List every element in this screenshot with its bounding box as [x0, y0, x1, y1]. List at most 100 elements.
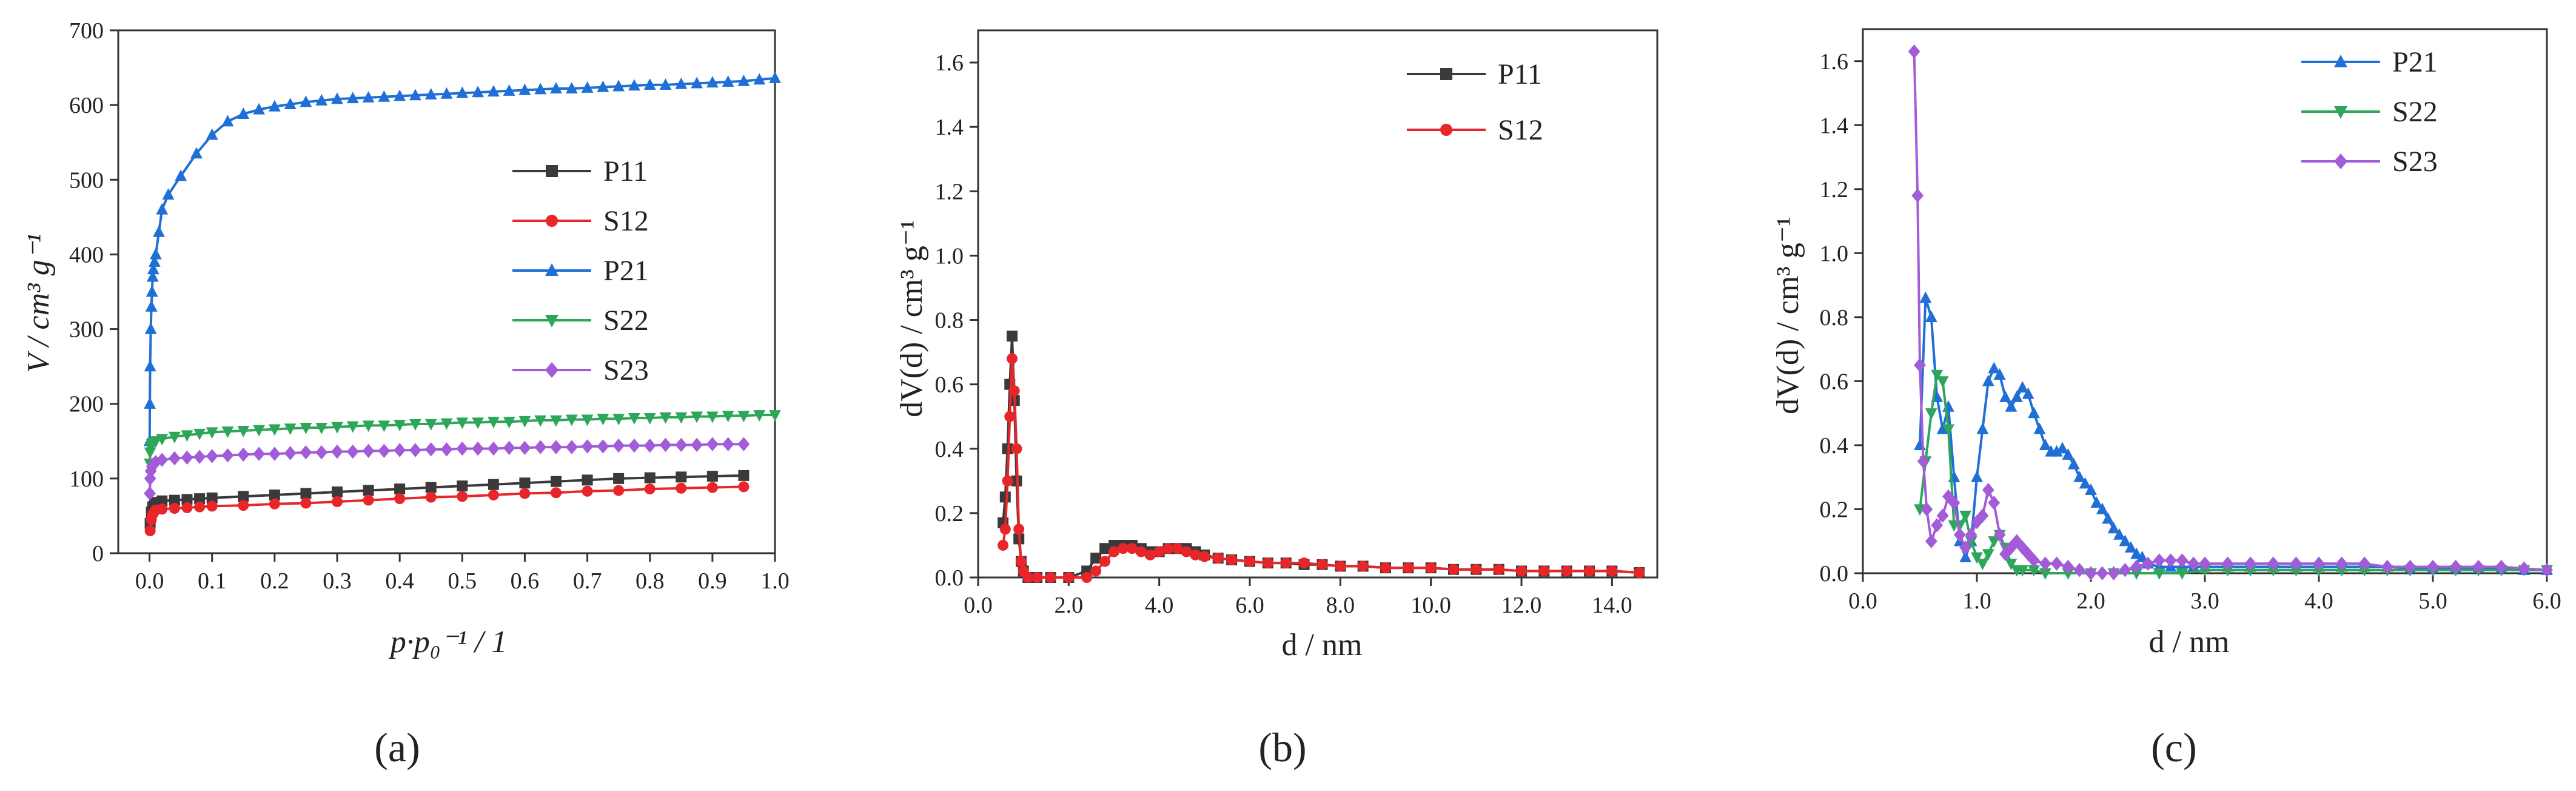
- data-point: [581, 81, 594, 93]
- data-point: [409, 443, 421, 457]
- data-point: [472, 86, 484, 98]
- legend-label-p11: P11: [1498, 58, 1542, 90]
- data-point: [1063, 572, 1075, 583]
- x-tick-label: 1.0: [1962, 588, 1991, 614]
- y-tick-label: 1.2: [1820, 177, 1849, 203]
- data-point: [1965, 527, 1977, 542]
- series-line-p21: [1919, 297, 2547, 571]
- data-point: [156, 434, 169, 446]
- legend-marker: [545, 263, 558, 276]
- data-point: [1914, 358, 1926, 372]
- data-point: [488, 489, 499, 500]
- data-point: [2050, 445, 2063, 457]
- data-point: [999, 523, 1011, 535]
- y-tick-label: 400: [69, 242, 104, 268]
- data-point: [2005, 540, 2018, 555]
- data-point: [2404, 559, 2417, 574]
- data-point: [534, 440, 547, 454]
- data-point: [1959, 510, 1972, 522]
- data-point: [2056, 442, 2068, 454]
- data-point: [472, 417, 484, 429]
- data-point: [582, 474, 593, 486]
- data-point: [737, 411, 750, 423]
- data-point: [706, 482, 718, 493]
- data-point: [1988, 362, 2001, 374]
- data-point: [2187, 556, 2200, 571]
- data-point: [691, 411, 703, 423]
- data-point: [643, 78, 656, 90]
- data-point: [206, 492, 218, 503]
- x-tick-label: 2.0: [1055, 593, 1084, 618]
- data-point: [2267, 565, 2279, 577]
- series-s12: [144, 481, 750, 537]
- y-tick-label: 1.6: [1820, 49, 1849, 75]
- data-point: [2028, 553, 2040, 568]
- data-point: [193, 449, 206, 464]
- x-tick-label: 10.0: [1410, 593, 1451, 618]
- data-point: [300, 445, 312, 460]
- x-tick-label: 0.4: [385, 568, 414, 594]
- data-point: [1199, 551, 1210, 562]
- data-point: [145, 300, 158, 312]
- data-point: [2199, 556, 2211, 571]
- data-point: [1493, 564, 1504, 575]
- data-point: [1031, 572, 1043, 583]
- panel-a-y-axis-label: V / cm³ g⁻¹: [21, 234, 56, 373]
- legend-label-s23: S23: [2392, 146, 2438, 178]
- data-point: [2039, 556, 2051, 571]
- data-point: [237, 107, 250, 119]
- y-tick-label: 200: [69, 392, 104, 417]
- data-point: [153, 225, 165, 237]
- data-point: [1925, 408, 1937, 420]
- data-point: [722, 437, 734, 451]
- data-point: [1976, 508, 1989, 523]
- data-point: [362, 91, 375, 103]
- panel-a-x-axis-label: p·p₀⁻¹ / 1: [388, 625, 508, 659]
- legend-marker: [2334, 55, 2347, 67]
- data-point: [409, 89, 421, 101]
- data-point: [628, 413, 640, 425]
- data-point: [1317, 559, 1328, 570]
- data-point: [1013, 523, 1025, 535]
- data-point: [613, 485, 625, 496]
- series-line-p21: [148, 76, 776, 442]
- legend-marker: [545, 315, 558, 328]
- x-tick-label: 0.9: [698, 568, 727, 594]
- data-point: [1172, 543, 1183, 554]
- data-point: [1959, 550, 1972, 562]
- x-tick-label: 0.0: [964, 593, 993, 618]
- data-point: [394, 493, 406, 505]
- data-point: [2136, 550, 2148, 562]
- data-point: [2541, 563, 2553, 577]
- data-point: [2313, 556, 2325, 571]
- data-point: [269, 498, 280, 510]
- data-point: [597, 80, 609, 92]
- data-point: [2358, 565, 2371, 577]
- data-point: [613, 473, 625, 484]
- data-point: [2067, 457, 2080, 470]
- y-tick-label: 600: [69, 93, 104, 118]
- data-point: [2085, 483, 2097, 495]
- data-point: [300, 423, 312, 434]
- data-point: [144, 447, 156, 459]
- data-point: [1993, 368, 2006, 380]
- legend-marker: [546, 215, 558, 227]
- data-point: [550, 415, 562, 427]
- data-point: [2062, 448, 2075, 460]
- data-point: [1099, 543, 1111, 554]
- data-point: [193, 428, 206, 440]
- data-point: [628, 438, 640, 453]
- panel-a-label: (a): [374, 724, 420, 770]
- data-point: [518, 416, 531, 428]
- legend-marker: [2334, 106, 2347, 119]
- legend-marker: [2334, 153, 2347, 169]
- data-point: [551, 487, 562, 499]
- y-tick-label: 0: [92, 541, 104, 567]
- data-point: [534, 415, 547, 427]
- data-point: [146, 285, 158, 297]
- y-tick-label: 1.0: [1820, 241, 1849, 266]
- data-point: [146, 270, 159, 282]
- data-point: [2096, 502, 2108, 514]
- data-point: [581, 414, 594, 426]
- data-point: [1634, 567, 1645, 579]
